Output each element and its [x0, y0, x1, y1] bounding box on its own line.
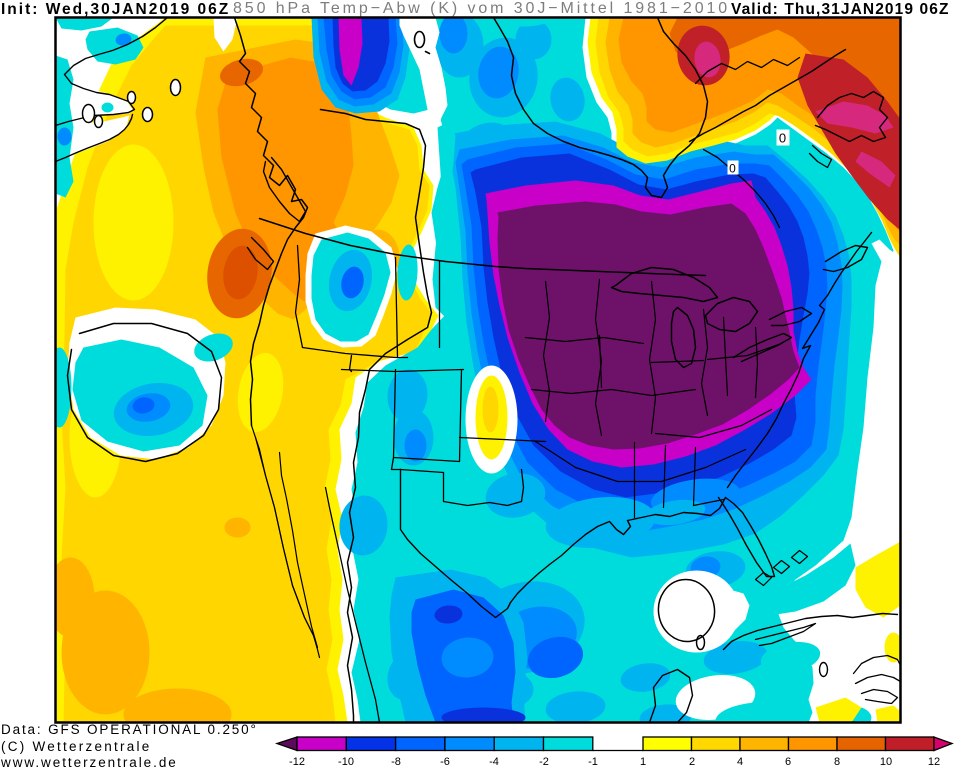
svg-text:-8: -8: [391, 756, 401, 768]
svg-text:-1: -1: [588, 756, 598, 768]
svg-text:0: 0: [729, 162, 736, 176]
svg-text:12: 12: [928, 756, 940, 768]
svg-text:1: 1: [640, 756, 646, 768]
svg-text:-4: -4: [489, 756, 499, 768]
svg-text:8: 8: [834, 756, 840, 768]
svg-text:-12: -12: [289, 756, 305, 768]
svg-text:0: 0: [779, 131, 786, 146]
svg-text:10: 10: [880, 756, 892, 768]
svg-text:-2: -2: [539, 756, 549, 768]
svg-text:6: 6: [785, 756, 791, 768]
svg-text:4: 4: [737, 756, 743, 768]
svg-text:2: 2: [689, 756, 695, 768]
svg-text:-10: -10: [338, 756, 354, 768]
svg-text:-6: -6: [440, 756, 450, 768]
